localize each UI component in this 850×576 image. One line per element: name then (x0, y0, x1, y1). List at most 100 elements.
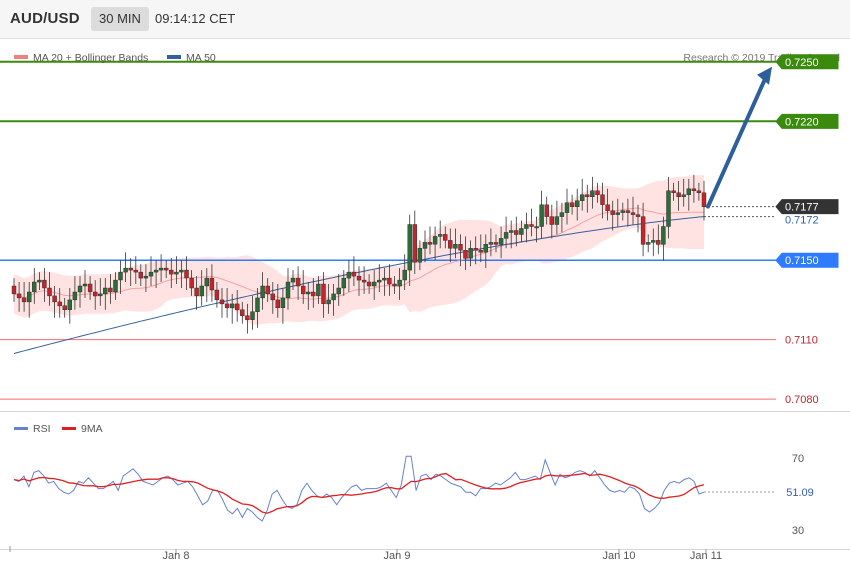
candle-body (16, 293, 22, 299)
candle-body (392, 283, 397, 287)
candle-body (397, 279, 402, 287)
candle-body (346, 271, 352, 279)
candle-body (331, 293, 336, 301)
candle-body (245, 315, 250, 320)
rsi-tick-label: 70 (792, 453, 804, 465)
candle-body (448, 240, 453, 249)
candle-body (118, 271, 123, 281)
candle-body (361, 279, 367, 283)
candle-body (635, 214, 641, 217)
candle-body (402, 269, 407, 281)
candle-body (295, 277, 301, 287)
candle-body (417, 248, 423, 263)
candle-body (524, 224, 529, 229)
candle-body (224, 303, 230, 309)
candle-body (219, 299, 225, 305)
rsi-current-value: 51.09 (786, 487, 814, 499)
candle-body (377, 279, 382, 283)
candle-body (179, 269, 184, 273)
candle-body (366, 281, 372, 287)
candle-body (620, 210, 625, 213)
rsi-legend-label: RSI (33, 423, 51, 435)
candle-body (57, 301, 62, 307)
candle-body (630, 212, 636, 215)
candle-body (564, 202, 570, 213)
candle-body (696, 190, 702, 194)
candle-body (605, 204, 610, 211)
candle-body (356, 275, 362, 281)
candle-body (473, 248, 478, 251)
candle-body (98, 293, 103, 297)
level-label-0.7172: 0.7172 (785, 215, 819, 227)
rsi-legend-swatch (14, 427, 28, 430)
candle-body (204, 277, 210, 287)
candle-body (128, 267, 133, 271)
candles (11, 174, 707, 334)
candle-body (214, 289, 220, 301)
candle-body (138, 271, 144, 279)
candle-body (483, 244, 488, 253)
candle-body (509, 230, 514, 233)
candle-body (158, 267, 164, 271)
candle-body (559, 212, 565, 217)
rsi-ma-legend-label: 9MA (81, 423, 103, 435)
candle-body (382, 277, 387, 281)
price-tag-0.7220 (775, 113, 839, 129)
candle-body (514, 230, 519, 235)
candle-body (534, 226, 539, 229)
price-tag-0.7177 (775, 199, 839, 215)
candle-body (209, 277, 215, 291)
price-levels (0, 60, 776, 400)
candle-body (493, 242, 499, 245)
candle-body (443, 234, 448, 241)
candle-body (341, 277, 346, 289)
level-label-0.7110: 0.7110 (785, 335, 818, 347)
candle-body (600, 194, 605, 205)
candle-body (580, 194, 585, 201)
rsi-line (13, 455, 705, 522)
candle-body (615, 212, 620, 215)
candle-body (610, 210, 615, 215)
candle-body (270, 293, 275, 301)
candle-body (529, 224, 534, 227)
candle-body (87, 283, 93, 293)
candle-body (432, 236, 438, 245)
candle-body (676, 192, 681, 198)
candle-body (326, 299, 331, 305)
candle-body (640, 216, 646, 245)
x-tick-label: Jan 10 (602, 550, 635, 562)
candle-body (321, 283, 326, 304)
candle-body (301, 285, 306, 295)
candle-body (11, 285, 17, 295)
candle-body (519, 228, 524, 235)
rsi-ma-line (13, 472, 705, 514)
candle-body (123, 267, 128, 273)
candle-body (52, 295, 57, 303)
timestamp-label: 09:14:12 CET (155, 11, 236, 26)
candle-body (113, 279, 118, 293)
candle-body (77, 285, 83, 293)
level-label-0.7250: 0.7250 (785, 57, 819, 69)
candle-body (21, 297, 27, 303)
candle-body (199, 285, 204, 297)
candle-body (575, 200, 580, 207)
candle-body (661, 226, 666, 245)
candle-body (569, 202, 575, 207)
candle-body (590, 190, 595, 198)
candle-body (544, 204, 549, 217)
x-tick-label: Jan 11 (690, 550, 722, 562)
candle-body (189, 277, 194, 289)
candle-body (255, 297, 260, 312)
candle-body (351, 271, 357, 277)
candle-body (316, 283, 321, 297)
candle-body (554, 216, 560, 225)
candle-body (407, 224, 412, 271)
candle-body (671, 190, 676, 194)
candle-body (163, 267, 169, 271)
candle-body (103, 287, 108, 295)
candle-body (666, 190, 671, 227)
timeframe-button[interactable]: 30 MIN (91, 7, 149, 31)
candle-body (184, 269, 189, 279)
forecast-arrow-head (757, 66, 772, 85)
